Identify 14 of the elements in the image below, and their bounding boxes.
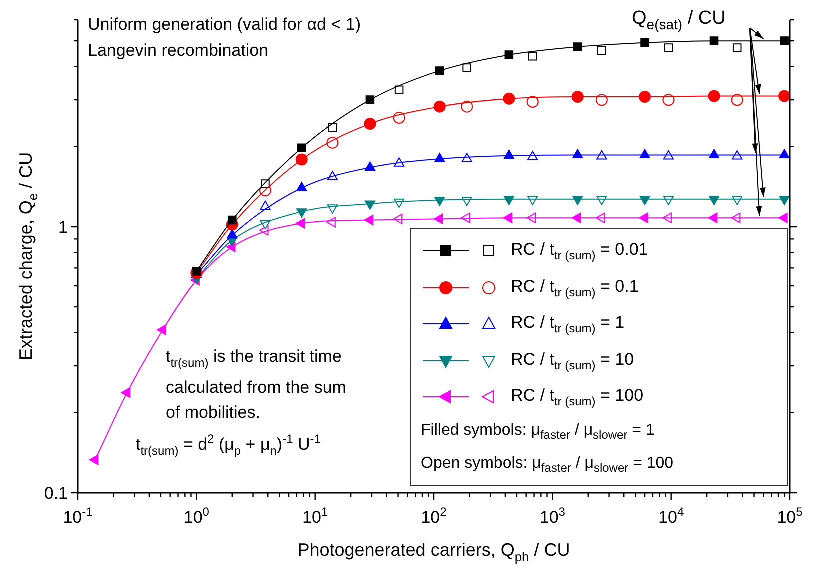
annotation: Langevin recombination — [88, 41, 269, 60]
legend-label: RC / t$_{tr (sum)}$ = 0.01 — [511, 240, 648, 262]
annotation: of mobilities. — [166, 403, 260, 422]
y-axis-title: Extracted charge, Qe / CU — [16, 152, 40, 361]
legend-label: RC / t$_{tr (sum)}$ = 1 — [511, 313, 625, 336]
legend-label: RC / t$_{tr (sum)}$ = 0.1 — [511, 276, 639, 299]
legend-label: RC / t$_{tr (sum)}$ = 10 — [511, 350, 634, 372]
annotation: calculated from the sum — [166, 378, 346, 397]
annotation: Uniform generation (valid for αd < 1) — [88, 15, 361, 34]
legend-label: RC / t$_{tr (sum)}$ = 100 — [511, 386, 644, 408]
annotation: Filled symbols: μ$_{faster}$ / μ$_{slower}$ = 1 — [421, 422, 655, 442]
y-tick-label: 1 — [58, 218, 68, 237]
annotation: Open symbols: μ$_{faster}$ / μ$_{slower}$ = 100 — [421, 454, 674, 476]
y-tick-label: 0.1 — [44, 484, 68, 503]
